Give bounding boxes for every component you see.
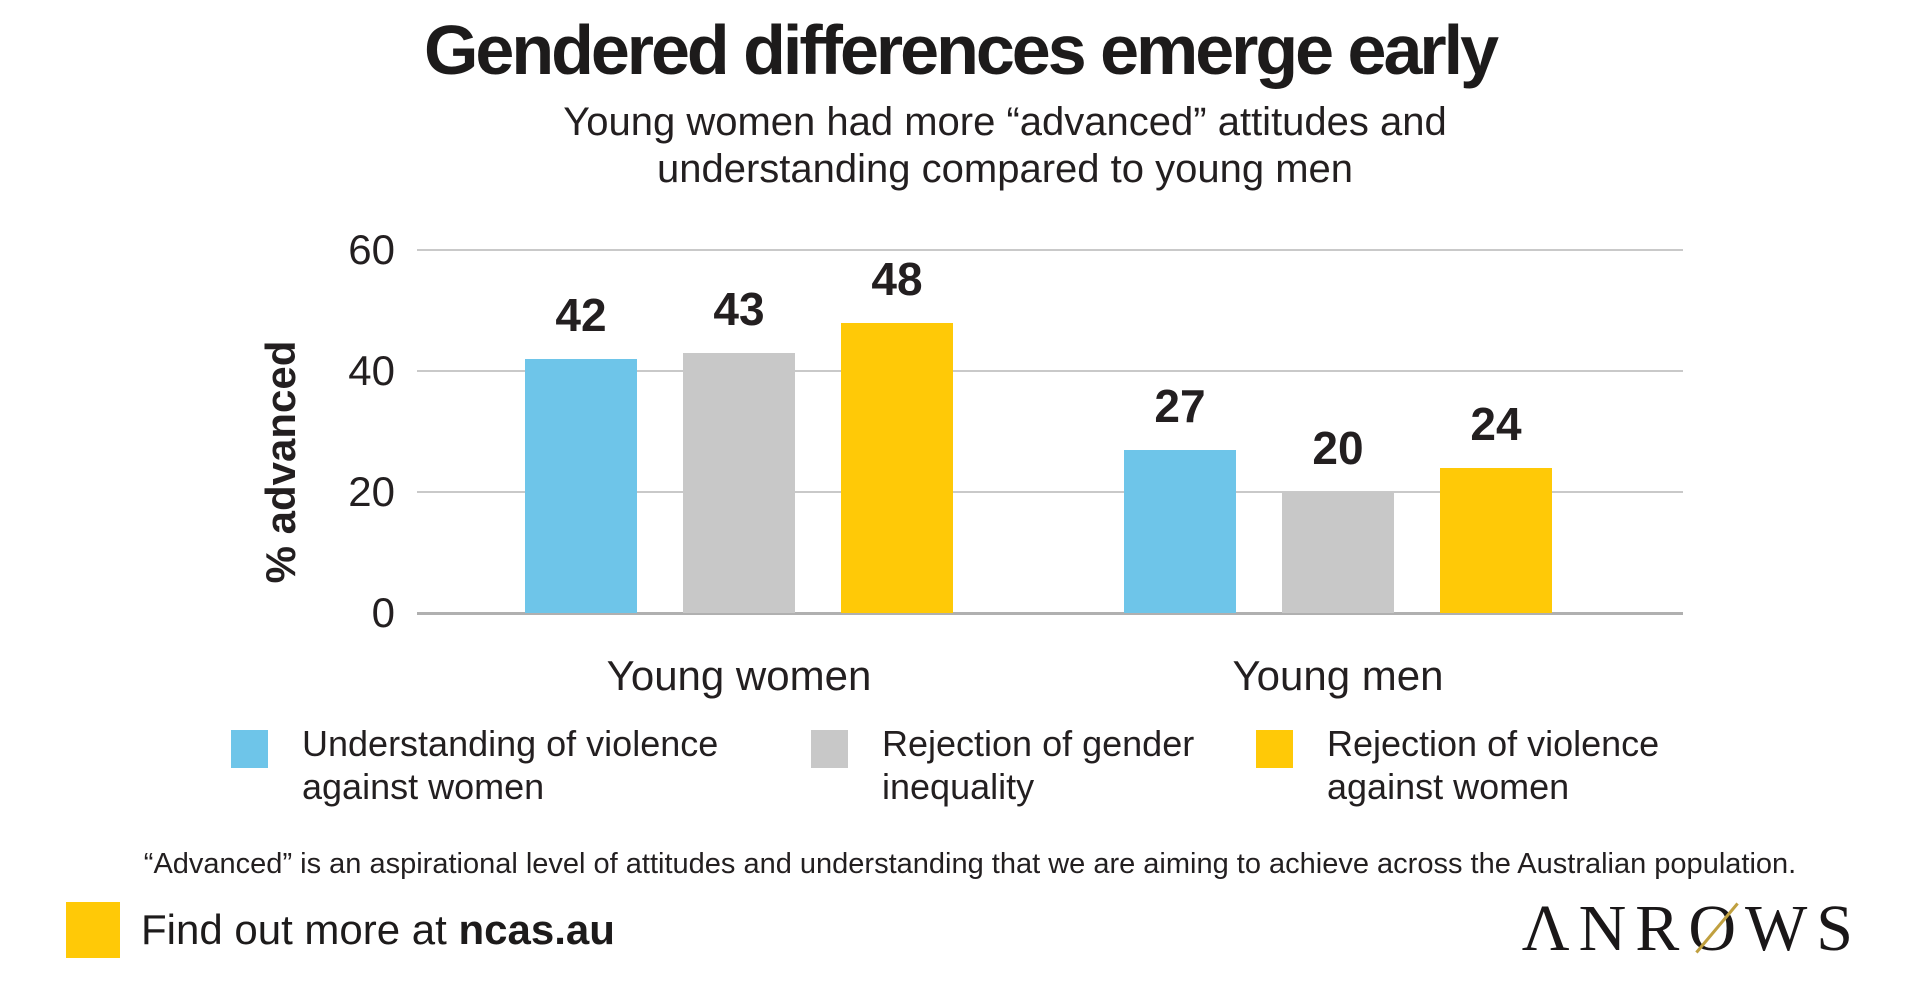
legend-label-line2: against women <box>1327 766 1570 807</box>
bar-value-label: 27 <box>1154 379 1206 432</box>
legend-label: Understanding of violence against women <box>302 722 718 808</box>
chart-subtitle-line2: understanding compared to young men <box>656 147 1353 191</box>
y-tick-0: 0 <box>371 589 395 636</box>
bar-value-label: 42 <box>555 288 607 341</box>
footer-url: ncas.au <box>458 906 615 953</box>
legend-swatch-gray <box>811 730 848 768</box>
legend-label-line1: Rejection of violence <box>1327 723 1660 764</box>
logo-letter-o: O <box>1688 896 1745 962</box>
gridline-40 <box>417 370 1683 372</box>
footer-yellow-marker <box>66 902 120 958</box>
legend-label-line1: Rejection of gender <box>882 723 1195 764</box>
gridline-60 <box>417 249 1683 251</box>
y-tick-40: 40 <box>348 347 395 394</box>
gridline-0 <box>417 612 1683 615</box>
bar-young-men-s1 <box>1282 492 1394 613</box>
legend-label: Rejection of gender inequality <box>882 722 1194 808</box>
category-label-young-men: Young men <box>1232 652 1444 699</box>
legend-item-rejection-violence: Rejection of violence against women <box>1256 722 1659 808</box>
legend-item-rejection-inequality: Rejection of gender inequality <box>811 722 1194 808</box>
legend-label-line2: inequality <box>882 766 1035 807</box>
legend-swatch-yellow <box>1256 730 1293 768</box>
chart-subtitle-line1: Young women had more “advanced” attitude… <box>563 100 1447 144</box>
legend-swatch-blue <box>231 730 268 768</box>
category-label-young-women: Young women <box>606 652 872 699</box>
logo-letters-post: WS <box>1745 892 1862 965</box>
bar-young-women-s2 <box>841 322 953 613</box>
legend-label: Rejection of violence against women <box>1327 722 1659 808</box>
legend-item-understanding-violence: Understanding of violence against women <box>231 722 718 808</box>
footnote: “Advanced” is an aspirational level of a… <box>143 848 1797 880</box>
bar-young-men-s2 <box>1440 467 1552 613</box>
footer-text: Find out more at ncas.au <box>141 903 615 957</box>
chart-subtitle: Young women had more “advanced” attitude… <box>0 99 1920 193</box>
legend-label-line1: Understanding of violence <box>302 723 719 764</box>
footer-text-regular: Find out more at <box>141 906 459 953</box>
bar-young-women-s0 <box>525 358 637 613</box>
y-tick-20: 20 <box>348 468 395 515</box>
bar-young-men-s0 <box>1124 449 1236 613</box>
logo-letters-pre: ΛNR <box>1521 892 1689 965</box>
legend-label-line2: against women <box>302 766 545 807</box>
gridline-20 <box>417 491 1683 493</box>
bar-young-women-s1 <box>683 352 795 613</box>
y-tick-60: 60 <box>348 226 395 273</box>
bar-value-label: 43 <box>713 282 765 335</box>
anrows-logo: ΛNROWS <box>1522 896 1862 962</box>
bar-value-label: 24 <box>1470 397 1522 450</box>
chart-title: Gendered differences emerge early <box>423 11 1499 89</box>
bar-value-label: 48 <box>871 252 923 305</box>
bar-value-label: 20 <box>1312 422 1364 474</box>
